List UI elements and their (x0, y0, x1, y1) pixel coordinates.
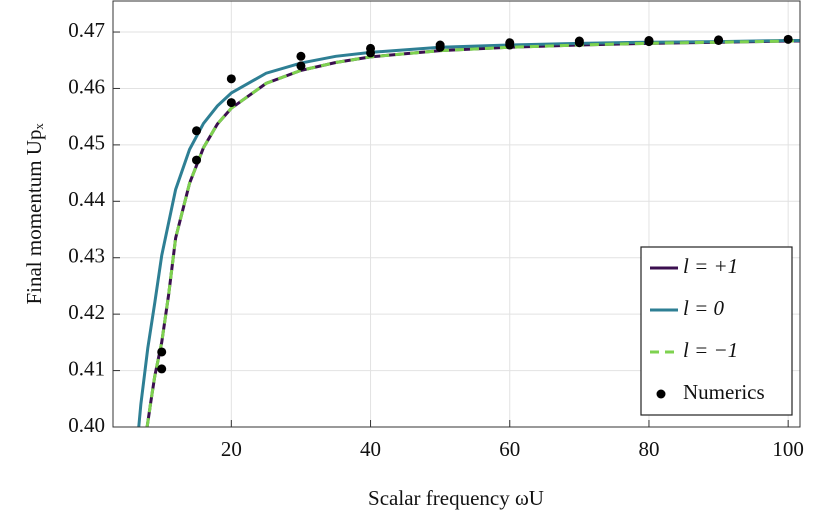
legend-label: l = 0 (683, 296, 725, 320)
x-tick-label: 20 (221, 437, 242, 461)
scatter-point (783, 34, 793, 44)
y-tick-label: 0.46 (68, 74, 105, 98)
scatter-point (505, 40, 515, 50)
x-tick-label: 60 (499, 437, 520, 461)
y-axis-label: Final momentum Upₓ (22, 123, 46, 305)
legend-label: l = +1 (683, 254, 738, 278)
scatter-point (296, 61, 306, 71)
y-tick-label: 0.41 (68, 356, 105, 380)
y-tick-label: 0.40 (68, 413, 105, 437)
scatter-point (226, 74, 236, 84)
scatter-point (192, 155, 202, 165)
scatter-point (366, 48, 376, 58)
scatter-point (157, 364, 167, 374)
y-tick-label: 0.44 (68, 187, 105, 211)
scatter-point (574, 38, 584, 48)
y-tick-label: 0.47 (68, 18, 105, 42)
legend-box (640, 246, 793, 416)
scatter-point (714, 35, 724, 45)
line-series (145, 39, 800, 427)
y-tick-label: 0.42 (68, 300, 105, 324)
scatter-point (192, 126, 202, 136)
y-tick-label: 0.43 (68, 244, 105, 268)
legend-label: Numerics (683, 380, 765, 404)
scatter-point (226, 98, 236, 108)
plot-frame (112, 0, 801, 428)
x-tick-label: 80 (638, 437, 659, 461)
scatter-point (157, 347, 167, 357)
x-tick-label: 40 (360, 437, 381, 461)
scatter-point (296, 51, 306, 61)
x-tick-label: 100 (772, 437, 804, 461)
legend-label: l = −1 (683, 338, 738, 362)
legend-marker (656, 389, 666, 399)
x-axis-label: Scalar frequency ωU (368, 486, 544, 510)
y-tick-label: 0.45 (68, 131, 105, 155)
scatter-point (435, 42, 445, 52)
scatter-point (644, 37, 654, 47)
